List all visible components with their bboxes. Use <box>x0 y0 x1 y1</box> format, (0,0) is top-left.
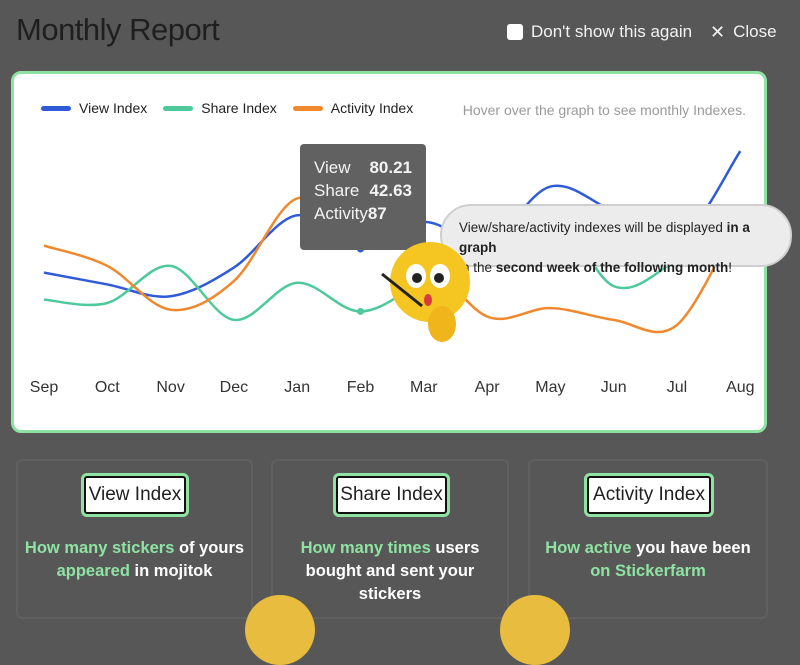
share-desc-highlight-1: How many times <box>300 539 431 557</box>
share-index-description: How many times users bought and sent your… <box>273 537 507 606</box>
close-icon: ✕ <box>710 22 726 42</box>
mascot-character-icon <box>381 242 470 342</box>
x-tick-label: Dec <box>220 379 248 396</box>
activity-desc-text-1: you have been <box>631 539 751 557</box>
dont-show-label: Don't show this again <box>531 22 693 41</box>
speech-text-3: ! <box>728 260 733 275</box>
tooltip-value-share: 42.63 <box>369 181 412 200</box>
chart-card[interactable]: View Index Share Index Activity Index Ho… <box>11 71 792 433</box>
chart-legend: View Index Share Index Activity Index <box>41 100 413 116</box>
view-index-button[interactable]: View Index <box>81 473 189 517</box>
hover-hint: Hover over the graph to see monthly Inde… <box>462 102 746 118</box>
tooltip-row-share: Share 42.63 <box>314 181 412 204</box>
x-tick-label: Sep <box>30 379 59 396</box>
legend-label-activity: Activity Index <box>330 100 414 116</box>
activity-index-button[interactable]: Activity Index <box>584 473 714 517</box>
tooltip-label-view: View <box>314 158 351 177</box>
dont-show-checkbox[interactable] <box>507 24 523 40</box>
legend-swatch-share <box>163 105 194 111</box>
x-tick-label: Mar <box>410 379 438 396</box>
close-label: Close <box>733 22 777 41</box>
page-title: Monthly Report <box>16 12 220 47</box>
tooltip-row-activity: Activity 87 <box>314 204 412 227</box>
close-button[interactable]: ✕ Close <box>710 22 777 42</box>
activity-desc-highlight-1: How active <box>545 539 632 557</box>
legend-item-activity: Activity Index <box>292 100 414 116</box>
x-tick-label: Jan <box>284 379 310 396</box>
view-desc-text-2: in mojitok <box>129 562 213 580</box>
legend-item-share: Share Index <box>163 100 277 116</box>
legend-label-share: Share Index <box>201 100 277 116</box>
speech-bold-1: in a graph <box>459 220 750 255</box>
x-tick-label: Jun <box>601 379 627 396</box>
x-tick-label: Apr <box>475 379 501 396</box>
tooltip-label-activity: Activity <box>314 204 368 223</box>
x-tick-label: Oct <box>95 379 120 396</box>
share-desc-text-2: bought and sent your stickers <box>305 562 475 603</box>
activity-desc-highlight-2: on Stickerfarm <box>590 562 706 580</box>
dont-show-again-toggle[interactable]: Don't show this again <box>507 22 692 42</box>
info-card-view: View Index How many stickers of yours app… <box>16 459 253 619</box>
mascot-speech-bubble: View/share/activity indexes will be disp… <box>440 204 792 275</box>
speech-text-1: View/share/activity indexes will be disp… <box>459 220 727 235</box>
x-tick-label: May <box>535 379 565 396</box>
tooltip-value-view: 80.21 <box>369 158 412 177</box>
highlight-point-share-index[interactable] <box>357 307 364 315</box>
info-card-share: Share Index How many times users bought a… <box>271 459 509 619</box>
tooltip-row-view: View 80.21 <box>314 158 412 181</box>
view-desc-highlight-2: appeared <box>56 562 130 580</box>
decorative-circle <box>245 595 315 665</box>
activity-index-description: How active you have been on Stickerfarm <box>530 537 766 583</box>
legend-item-view: View Index <box>41 100 147 116</box>
tooltip-label-share: Share <box>314 181 360 200</box>
x-tick-label: Jul <box>667 379 687 396</box>
share-index-button[interactable]: Share Index <box>333 473 450 517</box>
x-tick-label: Nov <box>156 379 184 396</box>
legend-swatch-view <box>41 105 71 111</box>
view-desc-text-1: of yours <box>174 539 245 557</box>
legend-swatch-activity <box>292 105 323 111</box>
view-index-description: How many stickers of yours appeared in mo… <box>18 537 251 583</box>
tooltip-value-activity: 87 <box>367 204 387 223</box>
chart-tooltip: View 80.21 Share 42.63 Activity 87 <box>300 144 426 250</box>
x-tick-label: Aug <box>726 379 754 396</box>
x-tick-label: Feb <box>347 379 375 396</box>
view-desc-highlight-1: How many stickers <box>24 539 175 557</box>
legend-label-view: View Index <box>79 100 148 116</box>
share-desc-text-1: users <box>430 539 480 557</box>
info-card-activity: Activity Index How active you have been o… <box>528 459 768 619</box>
decorative-circle <box>500 595 570 665</box>
speech-bold-2: second week of the following month <box>495 260 729 275</box>
